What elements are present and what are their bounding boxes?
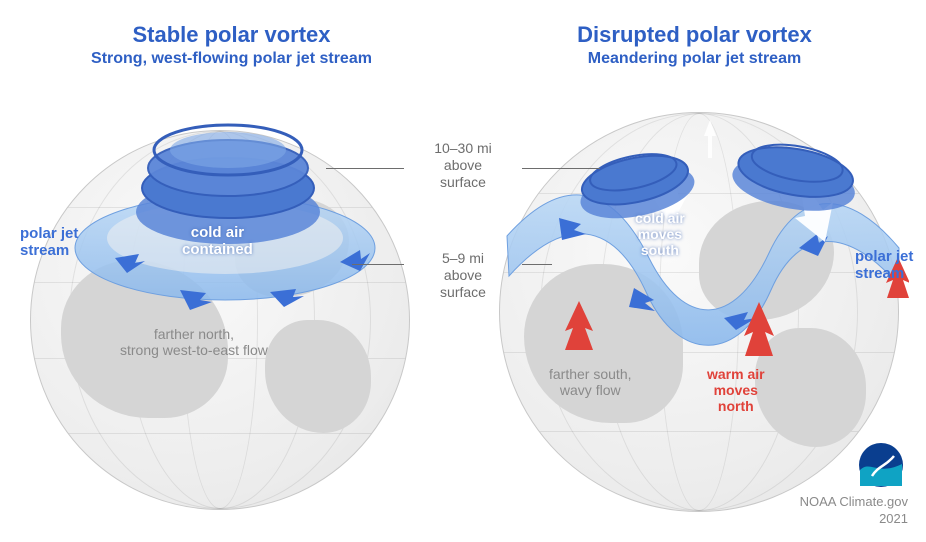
center-annotations: 10–30 mi above surface 5–9 mi above surf… (400, 140, 526, 361)
leader-lower-left (352, 264, 404, 265)
noaa-logo-icon (858, 442, 904, 488)
source-line1: NOAA Climate.gov (800, 494, 908, 511)
title-disrupted: Disrupted polar vortex (463, 22, 926, 48)
label-jet-right: polar jet stream (855, 248, 913, 283)
source-line2: 2021 (800, 511, 908, 528)
leader-lower-right (522, 264, 552, 265)
panel-stable: Stable polar vortex Strong, west-flowing… (0, 0, 463, 542)
label-warm-right: warm air moves north (707, 366, 765, 414)
label-jet-left: polar jet stream (20, 225, 78, 260)
panel-disrupted: Disrupted polar vortex Meandering polar … (463, 0, 926, 542)
subtitle-disrupted: Meandering polar jet stream (463, 50, 926, 68)
label-cold-left: cold air contained (182, 224, 253, 259)
label-flow-left: farther north, strong west-to-east flow (120, 326, 268, 358)
annot-lower: 5–9 mi above surface (400, 250, 526, 300)
source-credit: NOAA Climate.gov 2021 (800, 494, 908, 528)
label-flow-right: farther south, wavy flow (549, 366, 632, 398)
annot-upper: 10–30 mi above surface (400, 140, 526, 190)
vortex-blob-2 (725, 136, 865, 216)
title-stable: Stable polar vortex (0, 22, 463, 48)
leader-upper-right (522, 168, 600, 169)
leader-upper-left (326, 168, 404, 169)
label-cold-right: cold air moves south (635, 210, 685, 258)
subtitle-stable: Strong, west-flowing polar jet stream (0, 50, 463, 68)
